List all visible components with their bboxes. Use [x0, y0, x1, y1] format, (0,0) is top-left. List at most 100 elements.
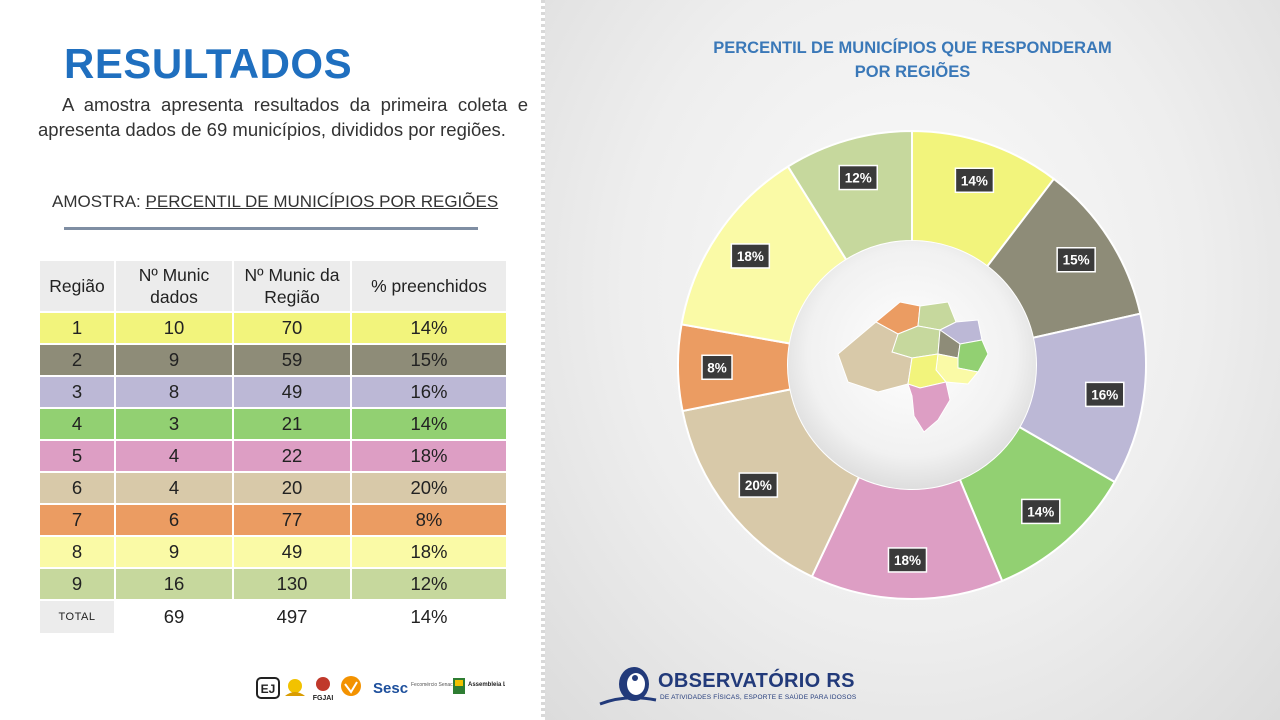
cell-munic-dados: 9	[114, 535, 234, 569]
svg-text:EJ: EJ	[261, 682, 276, 696]
header-regiao: Região	[38, 259, 116, 313]
cell-munic-dados: 9	[114, 343, 234, 377]
cell-preenchidos: 20%	[350, 471, 508, 505]
fgjai-logo: FGJAI	[313, 677, 334, 702]
slice-label-text: 14%	[961, 173, 988, 188]
cell-munic-dados: 69	[114, 599, 234, 635]
svg-text:Fecomércio Senac: Fecomércio Senac	[411, 682, 453, 688]
cell-preenchidos: 15%	[350, 343, 508, 377]
table-row: 3 8 49 16%	[38, 375, 508, 409]
table-row: 4 3 21 14%	[38, 407, 508, 441]
left-panel: RESULTADOS A amostra apresenta resultado…	[0, 0, 545, 720]
table-row: 9 16 130 12%	[38, 567, 508, 601]
chart-title: PERCENTIL DE MUNICÍPIOS QUE RESPONDERAM …	[545, 36, 1280, 84]
slide-divider	[541, 0, 545, 720]
sample-heading-label: PERCENTIL DE MUNICÍPIOS POR REGIÕES	[145, 192, 499, 211]
cell-munic-regiao: 22	[232, 439, 352, 473]
cell-regiao: 2	[38, 343, 116, 377]
cell-munic-regiao: 70	[232, 311, 352, 345]
cell-regiao: 6	[38, 471, 116, 505]
slice-label-region-9: 12%	[838, 164, 879, 191]
cell-munic-dados: 4	[114, 439, 234, 473]
table-row: 7 6 77 8%	[38, 503, 508, 537]
cell-regiao: 5	[38, 439, 116, 473]
cell-regiao: 1	[38, 311, 116, 345]
cell-regiao: 4	[38, 407, 116, 441]
cell-regiao: 9	[38, 567, 116, 601]
cell-preenchidos: 8%	[350, 503, 508, 537]
slice-label-region-8: 18%	[730, 243, 771, 269]
cell-munic-regiao: 21	[232, 407, 352, 441]
slice-label-region-1: 14%	[954, 167, 995, 194]
regions-table: Região Nº Munic dados Nº Munic da Região…	[38, 259, 508, 635]
chart-title-line-2: POR REGIÕES	[854, 63, 971, 81]
chart-title-line-1: PERCENTIL DE MUNICÍPIOS QUE RESPONDERAM	[713, 39, 1112, 57]
table-row: 2 9 59 15%	[38, 343, 508, 377]
heading-rule	[64, 227, 478, 230]
header-munic-regiao: Nº Munic da Região	[232, 259, 352, 313]
slice-label-region-2: 15%	[1056, 246, 1096, 273]
header-preenchidos: % preenchidos	[350, 259, 508, 313]
cell-munic-dados: 16	[114, 567, 234, 601]
cell-munic-regiao: 497	[232, 599, 352, 635]
cell-preenchidos: 14%	[350, 311, 508, 345]
svg-text:Assembleia Legislativa: Assembleia Legislativa	[468, 682, 505, 688]
header-munic-dados: Nº Munic dados	[114, 259, 234, 313]
cell-preenchidos: 14%	[350, 407, 508, 441]
ej-logo: EJ	[256, 677, 280, 699]
cell-munic-dados: 10	[114, 311, 234, 345]
table-total-row: TOTAL 69 497 14%	[38, 599, 508, 635]
slice-label-text: 16%	[1091, 387, 1118, 402]
observatorio-tagline: DE ATIVIDADES FÍSICAS, ESPORTE E SAÚDE P…	[660, 694, 857, 701]
table-row: 6 4 20 20%	[38, 471, 508, 505]
svg-text:FGJAI: FGJAI	[313, 695, 334, 702]
sample-heading: AMOSTRA: PERCENTIL DE MUNICÍPIOS POR REG…	[52, 192, 498, 212]
slice-label-text: 15%	[1063, 253, 1090, 268]
cell-munic-regiao: 20	[232, 471, 352, 505]
table-row: 8 9 49 18%	[38, 535, 508, 569]
cell-munic-dados: 4	[114, 471, 234, 505]
slice-label-text: 18%	[894, 553, 921, 568]
cell-preenchidos: 14%	[350, 599, 508, 635]
cell-preenchidos: 18%	[350, 535, 508, 569]
slice-label-region-6: 20%	[738, 472, 779, 498]
observatorio-logo: OBSERVATÓRIO RS DE ATIVIDADES FÍSICAS, E…	[598, 664, 858, 710]
cell-regiao: 8	[38, 535, 116, 569]
svg-text:Sesc: Sesc	[373, 680, 408, 697]
slice-label-text: 14%	[1027, 504, 1054, 519]
sponsor-logos: EJ FGJAI Sesc Fecomércio Senac Asse	[255, 672, 535, 704]
table-row: 1 10 70 14%	[38, 311, 508, 345]
cell-preenchidos: 16%	[350, 375, 508, 409]
cell-munic-dados: 8	[114, 375, 234, 409]
intro-text: A amostra apresenta resultados da primei…	[38, 94, 528, 140]
table-row: 5 4 22 18%	[38, 439, 508, 473]
observatorio-name: OBSERVATÓRIO RS	[658, 670, 855, 692]
page-title: RESULTADOS	[64, 40, 353, 87]
slice-label-text: 12%	[845, 171, 872, 186]
cell-regiao: 3	[38, 375, 116, 409]
cell-preenchidos: 18%	[350, 439, 508, 473]
sesc-logo: Sesc Fecomércio Senac	[373, 680, 453, 697]
sample-heading-prefix: AMOSTRA:	[52, 192, 146, 211]
slice-label-region-4: 14%	[1021, 498, 1061, 525]
rs-map-icon	[837, 301, 988, 433]
total-label: TOTAL	[38, 599, 116, 635]
slice-label-text: 20%	[745, 478, 772, 493]
slice-label-text: 18%	[737, 249, 764, 264]
cell-munic-regiao: 49	[232, 375, 352, 409]
cell-regiao: 7	[38, 503, 116, 537]
cell-munic-dados: 3	[114, 407, 234, 441]
cell-munic-regiao: 49	[232, 535, 352, 569]
orange-logo	[341, 676, 361, 696]
slice-label-region-7: 8%	[701, 354, 733, 381]
slice-label-region-3: 16%	[1085, 381, 1125, 408]
slice-label-text: 8%	[707, 360, 727, 375]
sun-logo	[285, 679, 305, 696]
cell-preenchidos: 12%	[350, 567, 508, 601]
cell-munic-regiao: 77	[232, 503, 352, 537]
cell-munic-dados: 6	[114, 503, 234, 537]
assembleia-logo: Assembleia Legislativa	[453, 678, 535, 694]
table-header-row: Região Nº Munic dados Nº Munic da Região…	[38, 259, 508, 313]
cell-munic-regiao: 59	[232, 343, 352, 377]
cell-munic-regiao: 130	[232, 567, 352, 601]
